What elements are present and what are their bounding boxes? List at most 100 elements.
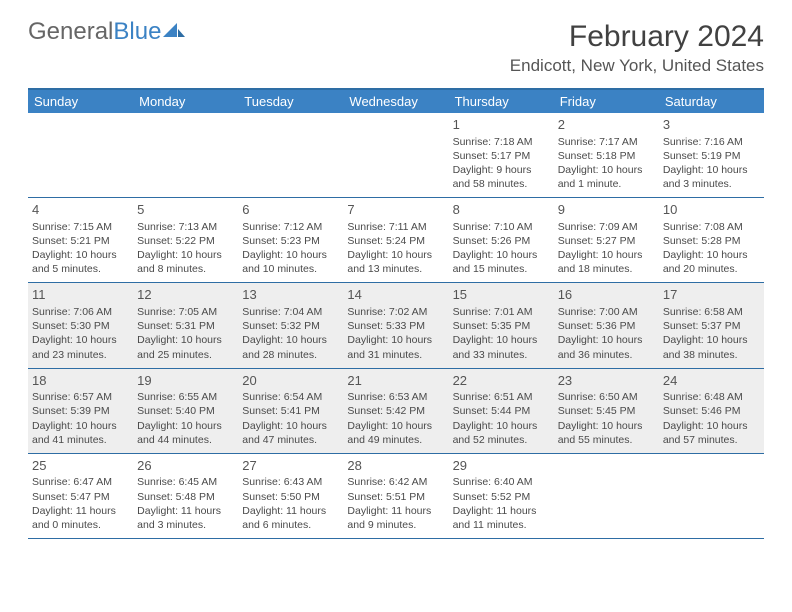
day-cell: 18Sunrise: 6:57 AMSunset: 5:39 PMDayligh… [28,369,133,453]
dow-monday: Monday [133,90,238,113]
daylight-text: Daylight: 10 hours and 8 minutes. [137,248,234,276]
daylight-text: Daylight: 10 hours and 44 minutes. [137,419,234,447]
sunset-text: Sunset: 5:19 PM [663,149,760,163]
sunset-text: Sunset: 5:28 PM [663,234,760,248]
day-cell: 13Sunrise: 7:04 AMSunset: 5:32 PMDayligh… [238,283,343,367]
sunset-text: Sunset: 5:50 PM [242,490,339,504]
day-cell [343,113,448,197]
day-cell: 11Sunrise: 7:06 AMSunset: 5:30 PMDayligh… [28,283,133,367]
daylight-text: Daylight: 10 hours and 25 minutes. [137,333,234,361]
dow-friday: Friday [554,90,659,113]
day-number: 13 [242,286,339,304]
logo-mark-icon [163,23,185,41]
day-number: 26 [137,457,234,475]
daylight-text: Daylight: 11 hours and 9 minutes. [347,504,444,532]
sunrise-text: Sunrise: 7:08 AM [663,220,760,234]
daylight-text: Daylight: 10 hours and 31 minutes. [347,333,444,361]
day-number: 23 [558,372,655,390]
day-cell: 19Sunrise: 6:55 AMSunset: 5:40 PMDayligh… [133,369,238,453]
daylight-text: Daylight: 10 hours and 38 minutes. [663,333,760,361]
day-cell: 21Sunrise: 6:53 AMSunset: 5:42 PMDayligh… [343,369,448,453]
daylight-text: Daylight: 10 hours and 10 minutes. [242,248,339,276]
day-number: 19 [137,372,234,390]
day-cell: 23Sunrise: 6:50 AMSunset: 5:45 PMDayligh… [554,369,659,453]
day-number: 29 [453,457,550,475]
sunrise-text: Sunrise: 6:42 AM [347,475,444,489]
day-of-week-row: Sunday Monday Tuesday Wednesday Thursday… [28,90,764,113]
sunset-text: Sunset: 5:33 PM [347,319,444,333]
day-number: 14 [347,286,444,304]
sunset-text: Sunset: 5:37 PM [663,319,760,333]
day-number: 21 [347,372,444,390]
dow-tuesday: Tuesday [238,90,343,113]
dow-saturday: Saturday [659,90,764,113]
day-number: 15 [453,286,550,304]
sunset-text: Sunset: 5:40 PM [137,404,234,418]
dow-wednesday: Wednesday [343,90,448,113]
day-cell: 26Sunrise: 6:45 AMSunset: 5:48 PMDayligh… [133,454,238,538]
sunrise-text: Sunrise: 7:04 AM [242,305,339,319]
day-number: 5 [137,201,234,219]
daylight-text: Daylight: 10 hours and 55 minutes. [558,419,655,447]
sunset-text: Sunset: 5:30 PM [32,319,129,333]
daylight-text: Daylight: 10 hours and 20 minutes. [663,248,760,276]
sunset-text: Sunset: 5:52 PM [453,490,550,504]
header: GeneralBlue February 2024 Endicott, New … [28,20,764,76]
week-row: 18Sunrise: 6:57 AMSunset: 5:39 PMDayligh… [28,369,764,454]
sunrise-text: Sunrise: 7:12 AM [242,220,339,234]
day-number: 17 [663,286,760,304]
day-number: 11 [32,286,129,304]
sunset-text: Sunset: 5:51 PM [347,490,444,504]
day-number: 8 [453,201,550,219]
day-number: 16 [558,286,655,304]
sunset-text: Sunset: 5:41 PM [242,404,339,418]
day-number: 3 [663,116,760,134]
daylight-text: Daylight: 10 hours and 47 minutes. [242,419,339,447]
sunrise-text: Sunrise: 6:43 AM [242,475,339,489]
sunset-text: Sunset: 5:31 PM [137,319,234,333]
sunset-text: Sunset: 5:23 PM [242,234,339,248]
day-cell: 6Sunrise: 7:12 AMSunset: 5:23 PMDaylight… [238,198,343,282]
daylight-text: Daylight: 11 hours and 3 minutes. [137,504,234,532]
day-cell: 17Sunrise: 6:58 AMSunset: 5:37 PMDayligh… [659,283,764,367]
day-cell: 28Sunrise: 6:42 AMSunset: 5:51 PMDayligh… [343,454,448,538]
sunrise-text: Sunrise: 7:18 AM [453,135,550,149]
sunrise-text: Sunrise: 6:55 AM [137,390,234,404]
day-number: 27 [242,457,339,475]
day-cell: 8Sunrise: 7:10 AMSunset: 5:26 PMDaylight… [449,198,554,282]
day-cell [659,454,764,538]
sunset-text: Sunset: 5:24 PM [347,234,444,248]
sunset-text: Sunset: 5:21 PM [32,234,129,248]
title-block: February 2024 Endicott, New York, United… [510,20,764,76]
day-cell: 7Sunrise: 7:11 AMSunset: 5:24 PMDaylight… [343,198,448,282]
day-number: 7 [347,201,444,219]
day-number: 9 [558,201,655,219]
week-row: 4Sunrise: 7:15 AMSunset: 5:21 PMDaylight… [28,198,764,283]
week-row: 25Sunrise: 6:47 AMSunset: 5:47 PMDayligh… [28,454,764,539]
calendar: Sunday Monday Tuesday Wednesday Thursday… [28,88,764,539]
day-cell: 9Sunrise: 7:09 AMSunset: 5:27 PMDaylight… [554,198,659,282]
sunrise-text: Sunrise: 7:13 AM [137,220,234,234]
sunrise-text: Sunrise: 6:51 AM [453,390,550,404]
day-cell: 24Sunrise: 6:48 AMSunset: 5:46 PMDayligh… [659,369,764,453]
sunrise-text: Sunrise: 6:40 AM [453,475,550,489]
daylight-text: Daylight: 10 hours and 41 minutes. [32,419,129,447]
sunrise-text: Sunrise: 7:15 AM [32,220,129,234]
daylight-text: Daylight: 11 hours and 6 minutes. [242,504,339,532]
sunset-text: Sunset: 5:27 PM [558,234,655,248]
day-cell: 22Sunrise: 6:51 AMSunset: 5:44 PMDayligh… [449,369,554,453]
sunrise-text: Sunrise: 6:58 AM [663,305,760,319]
daylight-text: Daylight: 10 hours and 3 minutes. [663,163,760,191]
day-number: 18 [32,372,129,390]
day-cell [238,113,343,197]
dow-sunday: Sunday [28,90,133,113]
sunset-text: Sunset: 5:18 PM [558,149,655,163]
day-cell: 2Sunrise: 7:17 AMSunset: 5:18 PMDaylight… [554,113,659,197]
sunrise-text: Sunrise: 7:11 AM [347,220,444,234]
sunset-text: Sunset: 5:42 PM [347,404,444,418]
sunrise-text: Sunrise: 6:53 AM [347,390,444,404]
day-cell [554,454,659,538]
sunrise-text: Sunrise: 6:48 AM [663,390,760,404]
day-number: 25 [32,457,129,475]
sunset-text: Sunset: 5:48 PM [137,490,234,504]
